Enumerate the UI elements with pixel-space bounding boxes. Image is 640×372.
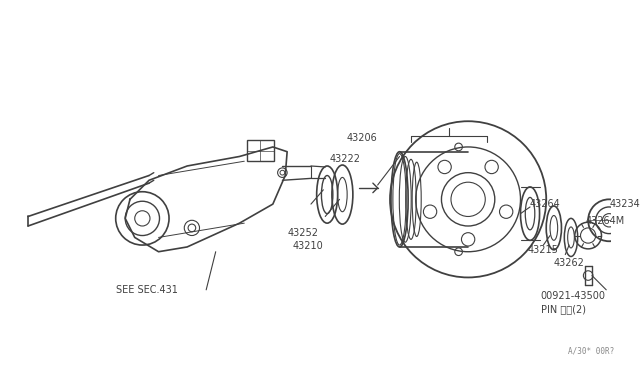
Text: A/30* 00R?: A/30* 00R? bbox=[568, 347, 614, 356]
Text: 43262: 43262 bbox=[554, 259, 585, 268]
Text: PIN ピン(2): PIN ピン(2) bbox=[541, 304, 586, 314]
Text: 43234: 43234 bbox=[609, 199, 640, 209]
Text: 43206: 43206 bbox=[346, 133, 377, 142]
Text: 43210: 43210 bbox=[293, 241, 324, 251]
Text: 43222: 43222 bbox=[330, 154, 361, 164]
Text: 00921-43500: 00921-43500 bbox=[541, 291, 605, 301]
Text: 43264M: 43264M bbox=[586, 217, 625, 227]
Text: SEE SEC.431: SEE SEC.431 bbox=[116, 285, 177, 295]
Text: 43252: 43252 bbox=[287, 228, 318, 238]
Text: 43264: 43264 bbox=[530, 199, 561, 209]
Text: 43215: 43215 bbox=[527, 245, 558, 255]
